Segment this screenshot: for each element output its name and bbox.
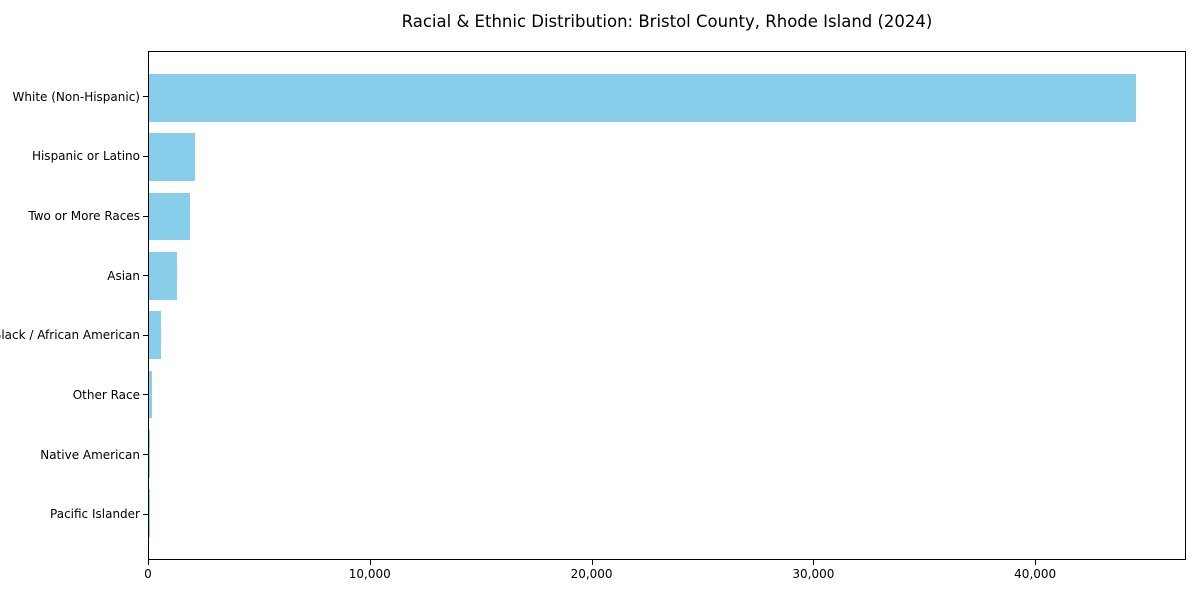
y-tick-mark — [143, 155, 148, 157]
bar-row — [149, 484, 1185, 543]
bar-two-or-more-races — [149, 192, 191, 241]
bar-row — [149, 246, 1185, 305]
bar-native-american — [149, 430, 150, 478]
y-axis-label-native-american: Native American — [40, 447, 140, 462]
y-axis-label-pacific-islander: Pacific Islander — [50, 507, 140, 522]
x-tick-mark — [369, 560, 371, 565]
bar-row — [149, 68, 1185, 127]
bar-row — [149, 306, 1185, 365]
x-tick-mark — [148, 560, 149, 565]
x-axis-label-10-000: 10,000 — [348, 567, 391, 581]
y-tick-mark — [143, 275, 148, 277]
plot-area — [148, 51, 1186, 560]
x-tick-mark — [1035, 560, 1037, 565]
bar-row — [149, 187, 1185, 246]
y-axis-label-white-non-hispanic: White (Non-Hispanic) — [12, 89, 140, 104]
bar-asian — [149, 251, 178, 300]
bar-other-race — [149, 370, 152, 419]
y-tick-mark — [143, 334, 148, 336]
bar-rows-container — [149, 52, 1185, 559]
y-tick-mark — [143, 96, 148, 98]
y-tick-mark — [143, 215, 148, 217]
y-axis-label-two-or-more-races: Two or More Races — [28, 209, 140, 224]
x-tick-mark — [813, 560, 815, 565]
bar-white-non-hispanic — [149, 73, 1137, 122]
y-axis-label-hispanic-or-latino: Hispanic or Latino — [31, 149, 140, 164]
chart-title: Racial & Ethnic Distribution: Bristol Co… — [401, 12, 933, 31]
x-axis-label-40-000: 40,000 — [1014, 567, 1057, 581]
y-axis-label-asian: Asian — [107, 268, 140, 283]
y-tick-mark — [143, 454, 148, 456]
bar-row — [149, 424, 1185, 483]
y-tick-mark — [143, 513, 148, 515]
bar-row — [149, 365, 1185, 424]
x-axis-label-0: 0 — [144, 567, 152, 581]
bar-row — [149, 127, 1185, 186]
bar-black-african-american — [149, 311, 162, 360]
x-axis-label-30-000: 30,000 — [792, 567, 835, 581]
x-tick-mark — [591, 560, 593, 565]
x-axis-label-20-000: 20,000 — [570, 567, 613, 581]
y-tick-mark — [143, 394, 148, 396]
y-axis-label-other-race: Other Race — [72, 387, 140, 402]
y-axis-label-black-african-american: Black / African American — [0, 328, 140, 343]
bar-hispanic-or-latino — [149, 133, 196, 181]
